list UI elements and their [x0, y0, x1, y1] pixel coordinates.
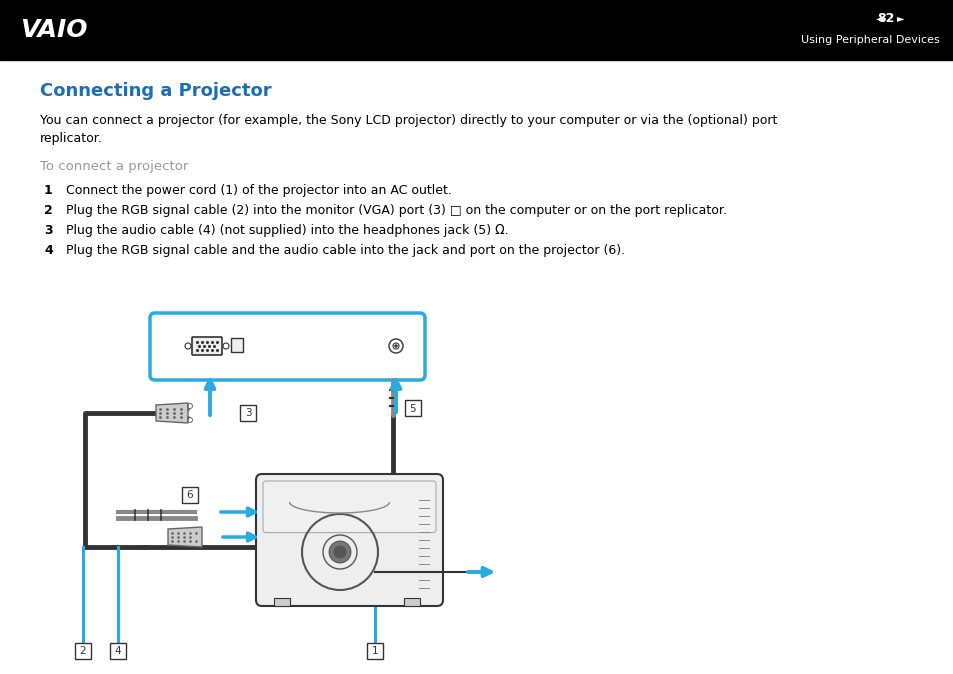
Bar [0, 0, 953, 60]
Text: 2: 2 [44, 204, 52, 217]
Bar [182, 487, 198, 503]
Text: 4: 4 [44, 244, 52, 257]
Text: 3: 3 [44, 224, 52, 237]
Text: 6: 6 [187, 491, 193, 501]
Text: To connect a projector: To connect a projector [40, 160, 188, 173]
Polygon shape [168, 527, 202, 547]
FancyBboxPatch shape [255, 474, 442, 606]
Text: Plug the RGB signal cable (2) into the monitor (VGA) port (3) □ on the computer : Plug the RGB signal cable (2) into the m… [66, 204, 726, 217]
Circle shape [329, 541, 351, 563]
Text: Connecting a Projector: Connecting a Projector [40, 82, 272, 100]
FancyBboxPatch shape [263, 481, 436, 532]
Text: 82: 82 [877, 11, 894, 24]
Circle shape [334, 546, 346, 558]
Text: 3: 3 [244, 408, 251, 419]
FancyBboxPatch shape [150, 313, 424, 380]
Text: 1: 1 [44, 184, 52, 197]
Polygon shape [156, 403, 188, 423]
Bar [240, 405, 255, 421]
Text: Using Peripheral Devices: Using Peripheral Devices [801, 35, 939, 45]
Bar [110, 643, 126, 659]
Text: 2: 2 [80, 646, 86, 656]
Text: Connect the power cord (1) of the projector into an AC outlet.: Connect the power cord (1) of the projec… [66, 184, 452, 197]
FancyBboxPatch shape [192, 337, 222, 355]
Bar [403, 598, 419, 606]
Text: 4: 4 [114, 646, 121, 656]
Bar [405, 400, 420, 416]
Bar [231, 338, 243, 352]
Text: ►: ► [896, 13, 903, 23]
Text: Plug the RGB signal cable and the audio cable into the jack and port on the proj: Plug the RGB signal cable and the audio … [66, 244, 624, 257]
Text: You can connect a projector (for example, the Sony LCD projector) directly to yo: You can connect a projector (for example… [40, 114, 777, 145]
Text: Plug the audio cable (4) (not supplied) into the headphones jack (5) Ω.: Plug the audio cable (4) (not supplied) … [66, 224, 508, 237]
Bar [75, 643, 91, 659]
Circle shape [395, 345, 396, 347]
Text: 1: 1 [372, 646, 378, 656]
Bar [274, 598, 290, 606]
Text: 5: 5 [409, 404, 416, 414]
Text: ◄: ◄ [875, 13, 882, 23]
Text: VAIO: VAIO [20, 18, 88, 42]
Bar [367, 643, 382, 659]
